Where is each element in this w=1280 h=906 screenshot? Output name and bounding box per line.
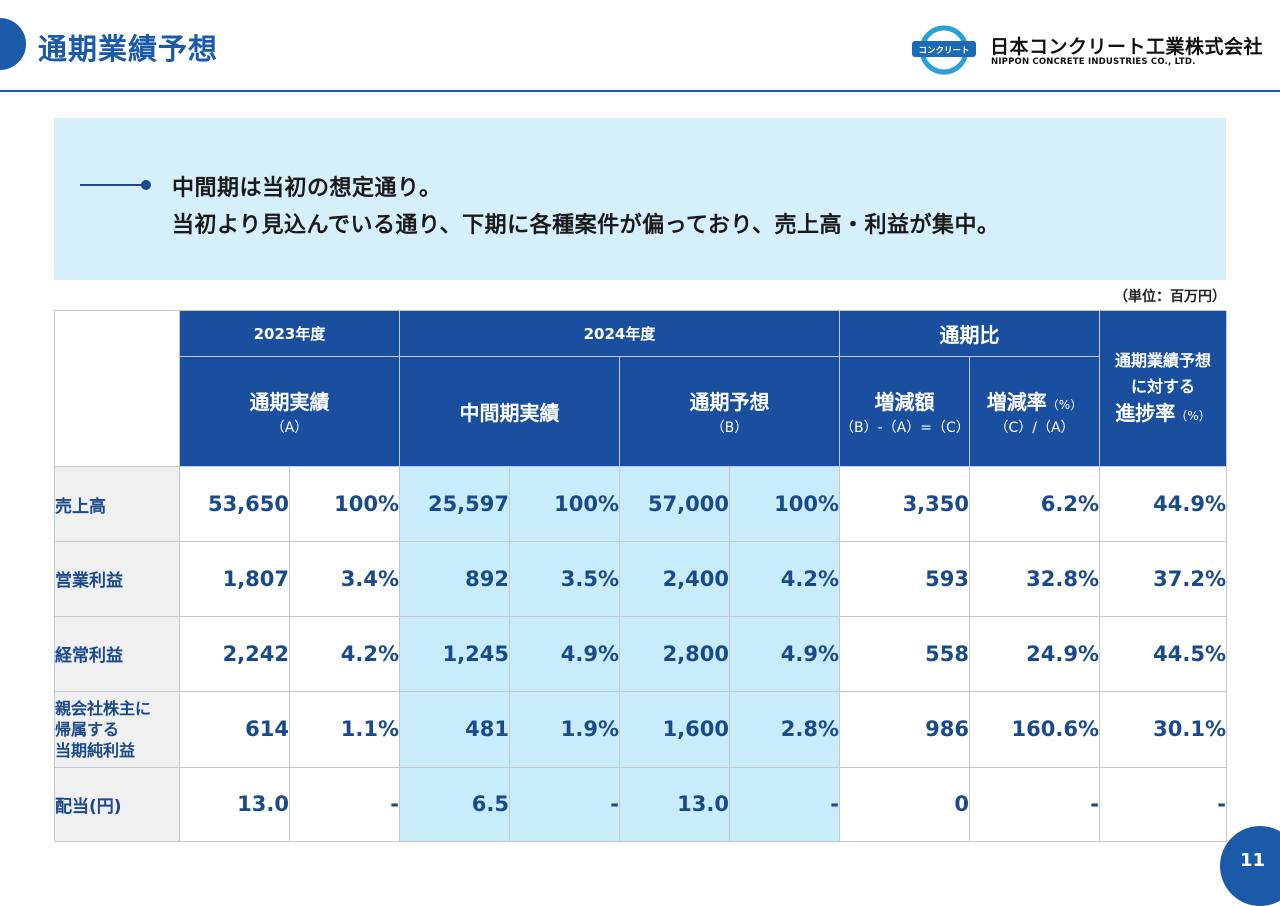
summary-text: 中間期は当初の想定通り。 当初より見込んでいる通り、下期に各種案件が偏っており、… [172, 170, 999, 244]
cell-interim: 892 [399, 541, 510, 617]
row-label: 経常利益 [54, 615, 180, 692]
cell-forecast-ratio: 2.8% [729, 690, 840, 768]
interim-label: 中間期実績 [459, 401, 560, 426]
cell-progress: 37.2% [1099, 541, 1227, 617]
cell-interim-ratio: 4.9% [509, 615, 620, 692]
cell-rate: 32.8% [969, 541, 1100, 617]
row-label: 営業利益 [54, 541, 180, 617]
company-name-jp: 日本コンクリート工業株式会社 [990, 36, 1264, 58]
cell-interim-ratio: 3.5% [509, 541, 620, 617]
forecast-label: 通期予想 [689, 390, 770, 415]
header-progress: 通期業績予想 に対する 進捗率（%） [1099, 309, 1227, 468]
actual-label: 通期実績 [249, 390, 330, 415]
cell-progress: 44.5% [1099, 615, 1227, 692]
bullet-line [80, 184, 144, 186]
cell-forecast-ratio: 4.2% [729, 541, 840, 617]
row-label: 配当(円) [54, 766, 180, 843]
cell-progress: 44.9% [1099, 466, 1227, 543]
cell-interim: 1,245 [399, 615, 510, 692]
logo-mark-text: コンクリート [918, 45, 969, 56]
header-fy2024: 2024年度 [399, 309, 840, 358]
row-label: 親会社株主に 帰属する 当期純利益 [54, 690, 180, 768]
row-label-line-2: 帰属する [55, 719, 120, 739]
cell-rate: 6.2% [969, 466, 1100, 543]
cell-interim: 481 [399, 690, 510, 768]
cell-rate: - [969, 766, 1100, 843]
table-row: 営業利益 1,807 3.4% 892 3.5% 2,400 4.2% 593 … [54, 541, 1227, 617]
bullet-dot [141, 180, 151, 190]
cell-actual: 614 [179, 690, 290, 768]
cell-diff: 558 [839, 615, 970, 692]
unit-note: （単位：百万円） [1114, 289, 1226, 305]
cell-interim-ratio: 100% [509, 466, 620, 543]
cell-forecast-ratio: 4.9% [729, 615, 840, 692]
rate-pct: （%） [1046, 398, 1083, 413]
cell-forecast: 13.0 [619, 766, 730, 843]
page-title: 通期業績予想 [38, 32, 219, 66]
row-label: 売上高 [54, 466, 180, 543]
cell-diff: 593 [839, 541, 970, 617]
cell-forecast: 2,400 [619, 541, 730, 617]
cell-actual-ratio: 1.1% [289, 690, 400, 768]
cell-forecast-ratio: 100% [729, 466, 840, 543]
summary-line-1: 中間期は当初の想定通り。 [172, 176, 442, 201]
cell-diff: 0 [839, 766, 970, 843]
cell-actual: 53,650 [179, 466, 290, 543]
cell-actual: 1,807 [179, 541, 290, 617]
company-logo: コンクリート 日本コンクリート工業株式会社 NIPPON CONCRETE IN… [908, 24, 1263, 78]
diff-label: 増減額 [874, 390, 935, 415]
cell-rate: 160.6% [969, 690, 1100, 768]
table-row: 経常利益 2,242 4.2% 1,245 4.9% 2,800 4.9% 55… [54, 615, 1227, 692]
table-row: 親会社株主に 帰属する 当期純利益 614 1.1% 481 1.9% 1,60… [54, 690, 1227, 768]
cell-actual-ratio: 4.2% [289, 615, 400, 692]
summary-box: 中間期は当初の想定通り。 当初より見込んでいる通り、下期に各種案件が偏っており、… [54, 118, 1226, 280]
cell-interim: 25,597 [399, 466, 510, 543]
cell-rate: 24.9% [969, 615, 1100, 692]
table-corner [54, 309, 180, 468]
cell-actual: 13.0 [179, 766, 290, 843]
page-number: 11 [1240, 850, 1266, 871]
cell-actual-ratio: - [289, 766, 400, 843]
cell-diff: 3,350 [839, 466, 970, 543]
header-diff: 増減額 （B）-（A）=（C） [839, 356, 970, 468]
cell-interim: 6.5 [399, 766, 510, 843]
cell-actual-ratio: 3.4% [289, 541, 400, 617]
table-row: 売上高 53,650 100% 25,597 100% 57,000 100% … [54, 466, 1227, 543]
header-fy2023: 2023年度 [179, 309, 400, 358]
row-label-line-3: 当期純利益 [55, 740, 136, 760]
header-interim: 中間期実績 [399, 356, 620, 468]
cell-interim-ratio: 1.9% [509, 690, 620, 768]
rate-label: 増減率 [986, 390, 1047, 415]
actual-sub: （A） [270, 420, 309, 437]
cell-progress: 30.1% [1099, 690, 1227, 768]
company-name-en: NIPPON CONCRETE INDUSTRIES CO., LTD. [991, 57, 1196, 67]
company-logo-icon: コンクリート [912, 25, 976, 75]
cell-diff: 986 [839, 690, 970, 768]
title-accent-dot [0, 18, 26, 70]
header-forecast: 通期予想 （B） [619, 356, 840, 468]
table-row: 配当(円) 13.0 - 6.5 - 13.0 - 0 - - [54, 766, 1227, 843]
header-rate: 増減率（%） （C）/（A） [969, 356, 1100, 468]
rate-sub: （C）/（A） [994, 420, 1075, 437]
cell-interim-ratio: - [509, 766, 620, 843]
diff-sub: （B）-（A）=（C） [840, 420, 970, 437]
cell-forecast: 1,600 [619, 690, 730, 768]
cell-progress: - [1099, 766, 1227, 843]
header-actual: 通期実績 （A） [179, 356, 400, 468]
cell-actual-ratio: 100% [289, 466, 400, 543]
forecast-sub: （B） [710, 420, 749, 437]
progress-line-2: に対する [1130, 377, 1195, 397]
progress-pct: （%） [1175, 409, 1211, 424]
progress-line-1: 通期業績予想 [1114, 351, 1211, 371]
summary-line-2: 当初より見込んでいる通り、下期に各種案件が偏っており、売上高・利益が集中。 [172, 213, 1000, 238]
cell-actual: 2,242 [179, 615, 290, 692]
row-label-line-1: 親会社株主に [55, 698, 152, 718]
header-comparison: 通期比 [839, 309, 1100, 358]
cell-forecast: 57,000 [619, 466, 730, 543]
cell-forecast: 2,800 [619, 615, 730, 692]
cell-forecast-ratio: - [729, 766, 840, 843]
header-divider [0, 90, 1280, 92]
forecast-table: 2023年度 2024年度 通期比 通期業績予想 に対する 進捗率（%） 通期実… [54, 309, 1227, 843]
progress-line-3: 進捗率 [1115, 401, 1176, 426]
